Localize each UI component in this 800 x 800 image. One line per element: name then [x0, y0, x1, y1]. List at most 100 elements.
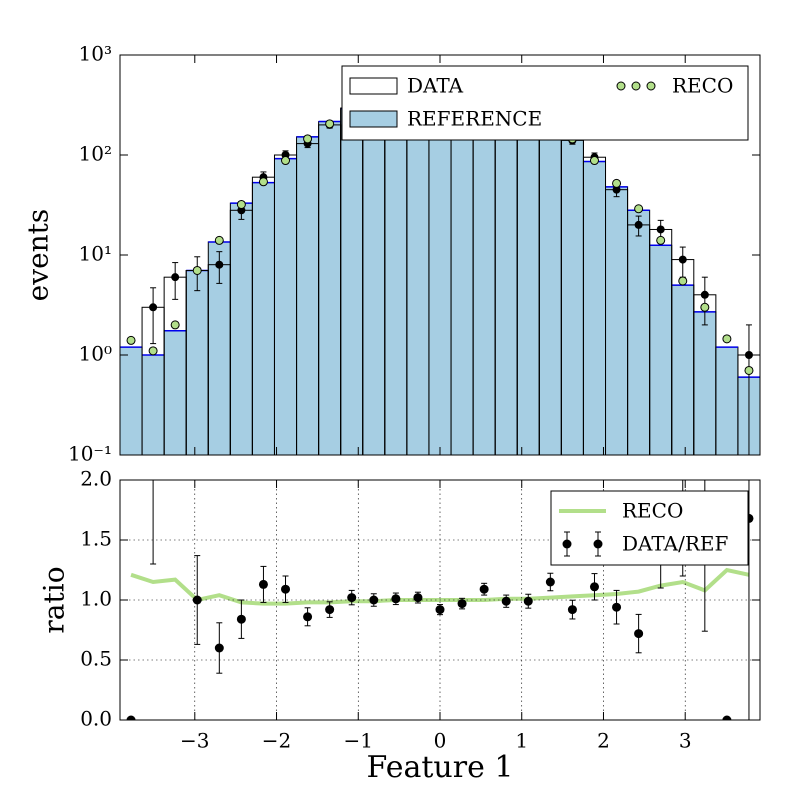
ratio-point	[501, 596, 511, 606]
reference-bar	[362, 97, 386, 455]
reference-bar	[472, 89, 496, 455]
ratio-point	[567, 605, 577, 615]
ratio-point	[214, 643, 224, 653]
y-tick-label: 10⁻¹	[68, 442, 112, 466]
data-point	[678, 255, 687, 264]
reference-bar	[582, 161, 607, 455]
reference-bar	[406, 84, 430, 455]
ratio-point	[634, 629, 644, 639]
y-tick-label: 1.0	[80, 587, 112, 611]
legend-label: DATA	[407, 74, 464, 98]
ratio-point	[523, 596, 533, 606]
legend-box	[341, 65, 749, 141]
reco-marker	[192, 265, 202, 275]
y-tick-label: 2.0	[80, 467, 112, 491]
y-axis-label: events	[22, 209, 55, 302]
y-tick-label: 10¹	[79, 242, 112, 266]
ratio-point	[435, 605, 445, 615]
x-axis-label: Feature 1	[367, 750, 514, 785]
data-point	[744, 351, 753, 359]
ratio-point	[722, 715, 732, 720]
legend-handle	[349, 77, 398, 95]
reference-bar	[340, 108, 364, 455]
reference-bar	[273, 158, 298, 455]
reference-bar	[163, 330, 187, 455]
reco-marker	[612, 178, 622, 188]
y-tick-label: 10⁰	[79, 342, 112, 366]
ratio-point	[413, 593, 423, 603]
ratio-point	[303, 612, 313, 622]
reco-marker	[744, 365, 754, 375]
data-point	[149, 303, 158, 312]
ratio-point	[479, 584, 489, 594]
reco-marker	[126, 335, 136, 345]
reference-bar	[516, 108, 540, 455]
data-point	[656, 225, 665, 234]
reco-marker	[656, 235, 666, 245]
ratio-point	[325, 605, 335, 615]
data-point	[171, 273, 180, 282]
ratio-point	[391, 594, 401, 604]
reco-marker	[325, 119, 335, 129]
y-tick-label: 10³	[79, 42, 112, 66]
ratio-point	[347, 593, 357, 603]
data-point	[612, 185, 621, 194]
reco-marker	[589, 156, 599, 166]
reference-bar	[494, 97, 518, 455]
x-tick-label: 2	[597, 729, 610, 753]
legend-label: RECO	[622, 499, 683, 523]
reco-marker	[634, 204, 644, 214]
reference-bar	[560, 136, 584, 455]
ratio-point	[281, 584, 291, 594]
reco-marker	[214, 235, 224, 245]
y-axis-label: ratio	[38, 566, 71, 633]
reco-marker	[281, 156, 291, 166]
x-tick-label: 3	[679, 729, 692, 753]
reference-bar	[384, 89, 408, 455]
reference-bar	[538, 121, 562, 455]
reference-bar	[120, 346, 143, 455]
reco-marker	[258, 177, 268, 187]
legend-box	[550, 490, 749, 566]
legend-handle	[562, 539, 572, 549]
ratio-point	[612, 602, 622, 612]
legend-handle	[349, 110, 398, 128]
legend-handle	[646, 81, 656, 91]
reco-marker	[722, 334, 732, 344]
reco-marker	[170, 320, 180, 330]
ratio-point	[236, 614, 246, 624]
reference-bar	[185, 269, 209, 455]
reco-marker	[303, 134, 313, 144]
x-tick-label: −3	[180, 729, 209, 753]
x-tick-label: −2	[262, 729, 291, 753]
reference-bar	[605, 186, 629, 455]
ratio-point	[457, 599, 467, 609]
x-tick-label: 1	[515, 729, 528, 753]
reference-bar	[296, 136, 320, 455]
reference-bar	[450, 84, 474, 455]
ratio-point	[545, 577, 555, 587]
ratio-point	[258, 579, 268, 589]
ratio-point	[589, 582, 599, 592]
reference-bar	[671, 284, 695, 455]
data-point	[634, 220, 643, 229]
reference-bar	[715, 346, 739, 455]
plot-area	[120, 78, 760, 455]
data-point	[700, 290, 709, 299]
ratio-point	[369, 595, 379, 605]
reference-bar	[627, 209, 651, 455]
reco-marker	[148, 346, 158, 356]
y-tick-label: 1.5	[80, 527, 112, 551]
x-tick-label: 0	[434, 729, 447, 753]
legend-handle	[616, 81, 626, 91]
reco-marker	[700, 302, 710, 312]
legend-label: RECO	[672, 74, 733, 98]
y-tick-label: 0.0	[80, 707, 112, 731]
legend-label: DATA/REF	[622, 532, 728, 556]
legend-handle	[593, 539, 603, 549]
legend-handle	[631, 81, 641, 91]
reference-bar	[693, 311, 717, 455]
legend-label: REFERENCE	[407, 107, 542, 131]
